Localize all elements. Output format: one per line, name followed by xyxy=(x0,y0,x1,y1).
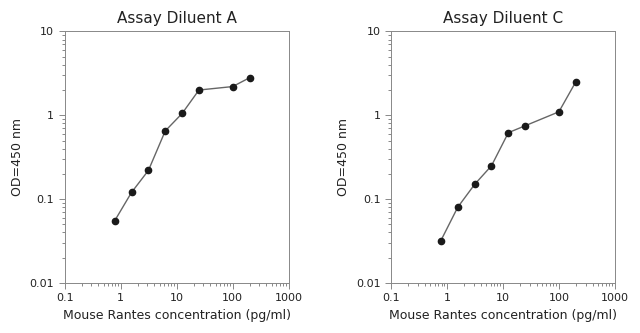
Y-axis label: OD=450 nm: OD=450 nm xyxy=(337,118,350,196)
X-axis label: Mouse Rantes concentration (pg/ml): Mouse Rantes concentration (pg/ml) xyxy=(389,309,617,322)
Y-axis label: OD=450 nm: OD=450 nm xyxy=(11,118,24,196)
Title: Assay Diluent A: Assay Diluent A xyxy=(116,11,237,26)
X-axis label: Mouse Rantes concentration (pg/ml): Mouse Rantes concentration (pg/ml) xyxy=(63,309,291,322)
Title: Assay Diluent C: Assay Diluent C xyxy=(443,11,563,26)
